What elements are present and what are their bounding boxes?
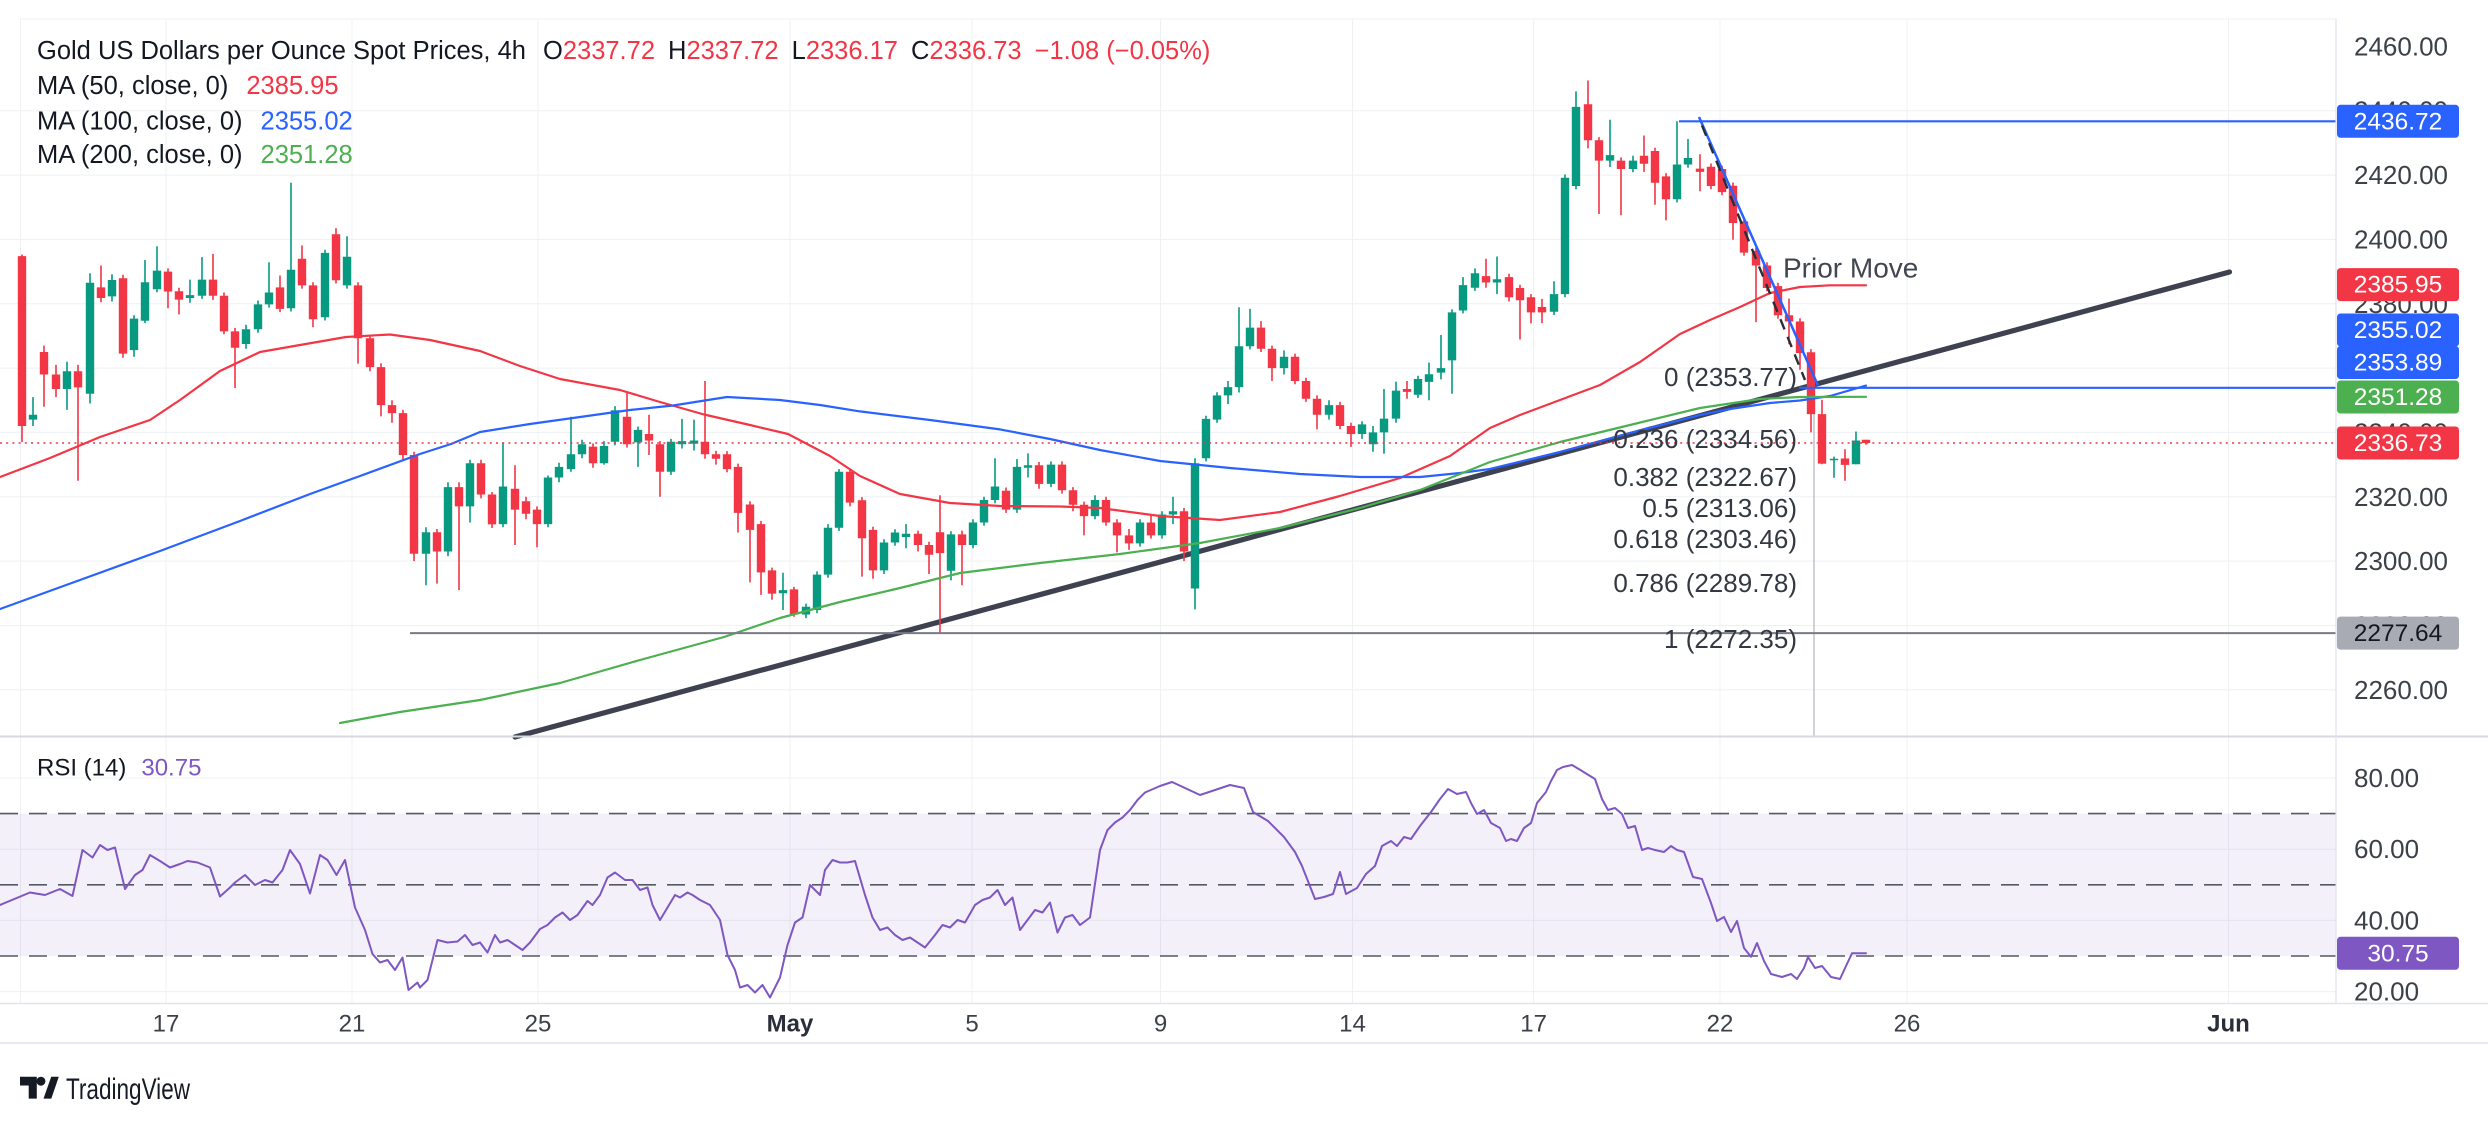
svg-text:0.786 (2289.78): 0.786 (2289.78) — [1613, 568, 1797, 598]
svg-text:TradingView: TradingView — [66, 1073, 190, 1106]
svg-text:2351.28: 2351.28 — [2354, 384, 2443, 411]
svg-text:RSI (14)30.75: RSI (14) 30.75 — [37, 754, 201, 781]
svg-text:5: 5 — [965, 1011, 978, 1038]
svg-text:MA (100, close, 0)2355.02: MA (100, close, 0) 2355.02 — [37, 108, 353, 136]
svg-text:2300.00: 2300.00 — [2354, 546, 2448, 576]
svg-text:Jun: Jun — [2207, 1011, 2250, 1038]
svg-text:22: 22 — [1707, 1011, 1734, 1038]
svg-text:0.236 (2334.56): 0.236 (2334.56) — [1613, 424, 1797, 454]
svg-text:Prior Move: Prior Move — [1783, 253, 1918, 284]
svg-text:0.382 (2322.67): 0.382 (2322.67) — [1613, 462, 1797, 492]
svg-text:0.618 (2303.46): 0.618 (2303.46) — [1613, 524, 1797, 554]
svg-text:2460.00: 2460.00 — [2354, 31, 2448, 61]
svg-text:2277.64: 2277.64 — [2354, 620, 2443, 647]
svg-text:MA (200, close, 0)2351.28: MA (200, close, 0) 2351.28 — [37, 141, 353, 169]
svg-text:Gold US Dollars per Ounce Spot: Gold US Dollars per Ounce Spot Prices, 4… — [37, 37, 1210, 65]
svg-text:0.5 (2313.06): 0.5 (2313.06) — [1642, 493, 1797, 523]
svg-text:May: May — [767, 1011, 814, 1038]
svg-text:2436.72: 2436.72 — [2354, 108, 2443, 135]
svg-text:25: 25 — [525, 1011, 552, 1038]
svg-text:20.00: 20.00 — [2354, 977, 2419, 1007]
svg-text:2320.00: 2320.00 — [2354, 482, 2448, 512]
svg-text:1 (2272.35): 1 (2272.35) — [1664, 624, 1797, 654]
svg-text:2355.02: 2355.02 — [2354, 317, 2443, 344]
svg-text:MA (50, close, 0)2385.95: MA (50, close, 0) 2385.95 — [37, 72, 339, 100]
svg-text:2336.73: 2336.73 — [2354, 430, 2443, 457]
svg-text:60.00: 60.00 — [2354, 834, 2419, 864]
svg-text:14: 14 — [1339, 1011, 1366, 1038]
svg-text:2260.00: 2260.00 — [2354, 675, 2448, 705]
svg-text:2385.95: 2385.95 — [2354, 272, 2443, 299]
svg-text:26: 26 — [1894, 1011, 1921, 1038]
svg-text:21: 21 — [339, 1011, 366, 1038]
svg-text:30.75: 30.75 — [2367, 940, 2428, 967]
svg-text:2400.00: 2400.00 — [2354, 224, 2448, 254]
svg-text:17: 17 — [153, 1011, 180, 1038]
svg-text:2353.89: 2353.89 — [2354, 350, 2443, 377]
svg-text:2420.00: 2420.00 — [2354, 160, 2448, 190]
svg-text:17: 17 — [1520, 1011, 1547, 1038]
svg-text:0 (2353.77): 0 (2353.77) — [1664, 362, 1797, 392]
svg-text:9: 9 — [1154, 1011, 1167, 1038]
svg-text:40.00: 40.00 — [2354, 905, 2419, 935]
svg-text:80.00: 80.00 — [2354, 763, 2419, 793]
